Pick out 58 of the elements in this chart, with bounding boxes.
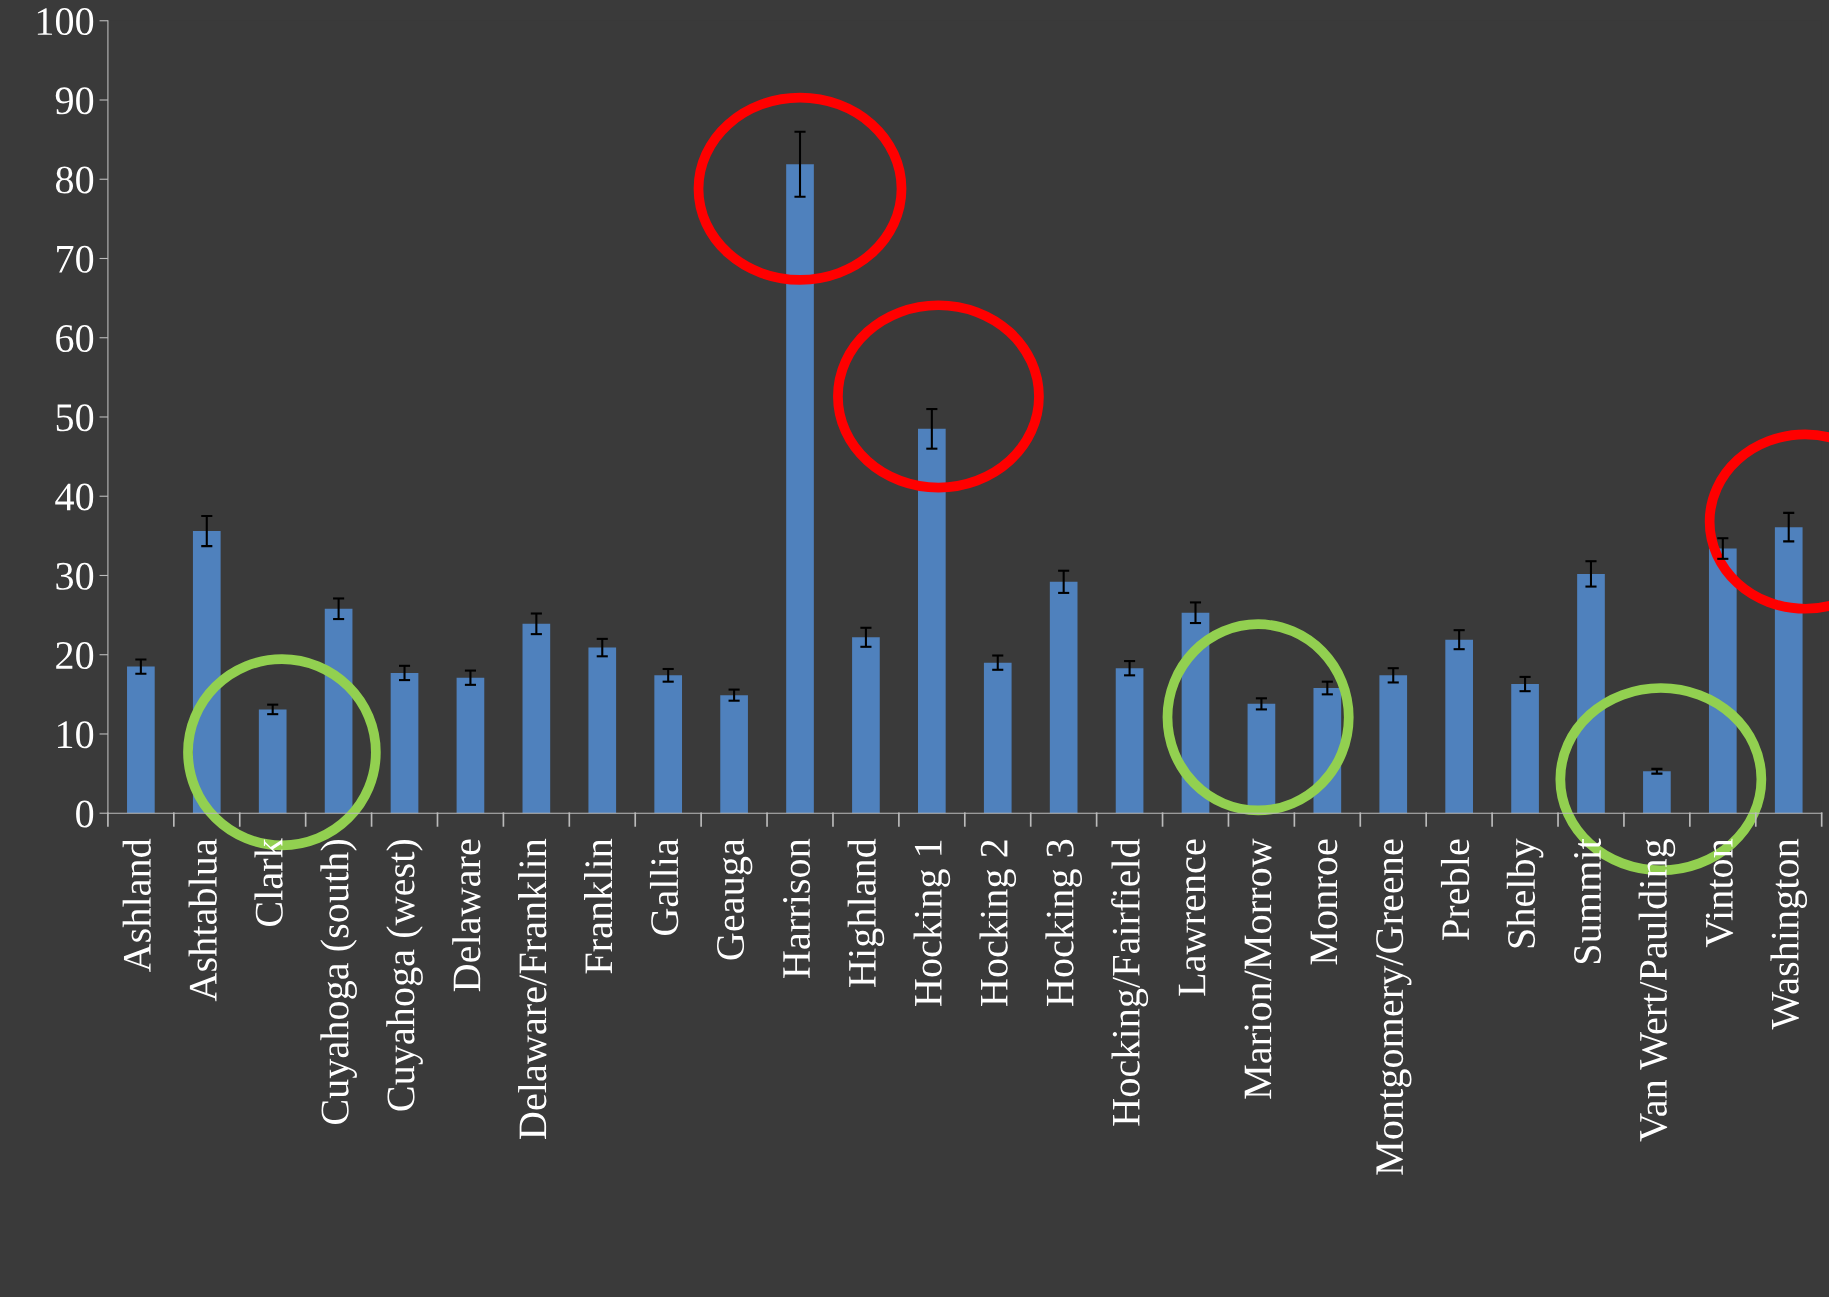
bar bbox=[1445, 639, 1473, 814]
x-tick-label: Delaware/Franklin bbox=[518, 838, 547, 1140]
x-tick-label: Lawrence bbox=[1178, 839, 1206, 996]
y-tick-label: 50 bbox=[56, 404, 94, 432]
bar bbox=[983, 662, 1012, 814]
bar bbox=[390, 672, 419, 814]
bar bbox=[324, 608, 353, 814]
x-tick-label: Vinton bbox=[1705, 838, 1734, 948]
x-tick-label: Preble bbox=[1440, 839, 1470, 940]
x-tick-label: Montgomery/Greene bbox=[1376, 839, 1412, 1175]
bar bbox=[786, 164, 814, 814]
x-tick-label: Ashtablua bbox=[188, 838, 217, 1002]
x-tick-label: Washington bbox=[1770, 838, 1808, 1030]
x-tick-label: Franklin bbox=[584, 838, 613, 974]
x-tick-label: Clark bbox=[254, 838, 283, 927]
y-tick-label: 30 bbox=[56, 562, 94, 590]
x-tick-label: Summit bbox=[1574, 838, 1602, 964]
bar bbox=[588, 647, 617, 814]
y-tick-label: 10 bbox=[57, 721, 94, 749]
bar bbox=[1577, 573, 1605, 814]
bar bbox=[852, 637, 880, 814]
bar bbox=[1049, 581, 1078, 814]
bar bbox=[456, 677, 485, 814]
x-tick-label: Harrison bbox=[783, 838, 811, 978]
y-tick-label: 40 bbox=[55, 483, 94, 511]
bar bbox=[720, 695, 748, 814]
bar bbox=[258, 709, 287, 814]
bar bbox=[654, 675, 683, 814]
y-tick-label: 0 bbox=[76, 800, 94, 828]
y-tick-label: 20 bbox=[56, 641, 94, 670]
x-tick-label: Geauga bbox=[717, 838, 753, 960]
x-tick-label: Hocking 2 bbox=[979, 840, 1017, 1006]
x-tick-label: Ashland bbox=[122, 838, 151, 973]
x-tick-label: Marion/Morrow bbox=[1244, 838, 1272, 1099]
bar bbox=[1115, 668, 1144, 814]
x-tick-label: Cuyahoga (south) bbox=[320, 839, 357, 1125]
x-tick-label: Hocking/Fairfield bbox=[1111, 838, 1149, 1126]
bar bbox=[918, 428, 946, 814]
y-tick-label: 60 bbox=[56, 324, 94, 353]
x-tick-label: Hocking 3 bbox=[1045, 839, 1082, 1006]
bar bbox=[1511, 684, 1539, 814]
bar bbox=[1643, 771, 1671, 814]
bar bbox=[1379, 675, 1408, 814]
x-tick-label: Monroe bbox=[1310, 839, 1338, 965]
x-tick-label: Shelby bbox=[1506, 838, 1544, 948]
x-tick-label: Delaware bbox=[452, 839, 481, 992]
bar bbox=[127, 666, 155, 814]
x-tick-label: Highland bbox=[847, 838, 885, 987]
x-tick-label: Hocking 1 bbox=[913, 840, 951, 1006]
y-tick-label: 80 bbox=[55, 166, 94, 194]
x-tick-label: Gallia bbox=[649, 838, 679, 935]
y-tick-label: 70 bbox=[57, 245, 94, 273]
y-tick-label: 100 bbox=[37, 7, 94, 36]
bar bbox=[522, 623, 551, 814]
x-tick-label: Van Wert/Paulding bbox=[1638, 838, 1676, 1142]
bar bbox=[1774, 527, 1803, 814]
x-tick-label: Cuyahoga (west) bbox=[386, 840, 423, 1111]
y-tick-label: 90 bbox=[55, 87, 94, 115]
